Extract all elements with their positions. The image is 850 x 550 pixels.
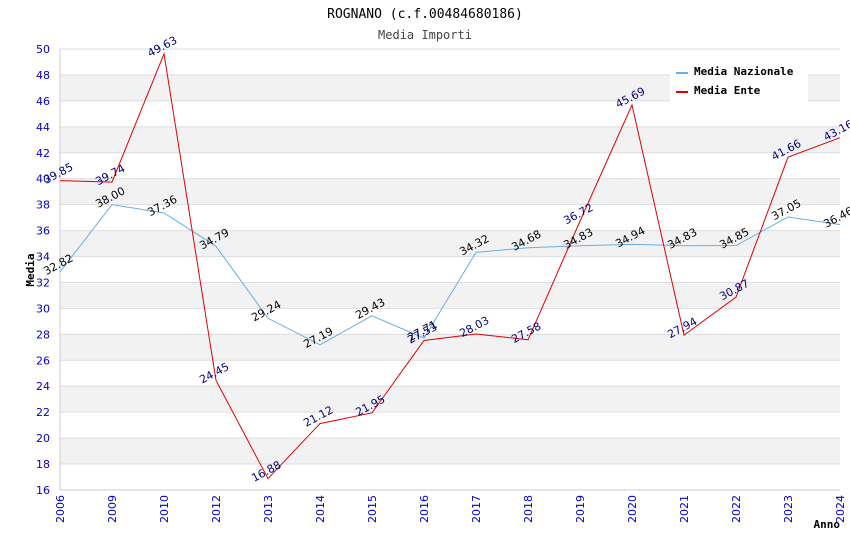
legend-label-nazionale: Media Nazionale	[694, 65, 794, 78]
grid-band	[60, 126, 840, 153]
legend-label-ente: Media Ente	[694, 84, 761, 97]
y-tick-label: 36	[36, 225, 50, 238]
x-tick-label: 2022	[730, 495, 743, 523]
y-tick-label: 32	[36, 276, 50, 289]
data-label-ente: 49.63	[145, 34, 179, 60]
grid-band	[60, 178, 840, 205]
x-tick-label: 2006	[54, 495, 67, 523]
x-tick-label: 2012	[210, 495, 223, 523]
y-tick-label: 16	[36, 484, 50, 497]
y-tick-label: 24	[36, 380, 50, 393]
chart-title: ROGNANO (c.f.00484680186)	[327, 7, 523, 22]
y-tick-label: 42	[36, 147, 50, 160]
y-tick-label: 46	[36, 95, 50, 108]
y-tick-label: 20	[36, 432, 50, 445]
series-line-ente	[59, 51, 841, 480]
y-tick-label: 22	[36, 406, 50, 419]
y-tick-label: 30	[36, 302, 50, 315]
x-tick-label: 2017	[470, 495, 483, 523]
grid-band	[60, 386, 840, 413]
grid-bands	[60, 74, 840, 465]
y-tick-label: 44	[36, 121, 50, 134]
y-tick-labels: 16 18 20 22 24 26 28 30 32 34 36 38 40 42 44 46 48 50	[36, 43, 50, 497]
y-tick-label: 48	[36, 69, 50, 82]
y-tick-label: 18	[36, 458, 50, 471]
grid-band	[60, 334, 840, 361]
x-tick-labels: 2006 2009 2010 2012 2013 2014 2015 2016 2017 2018…	[54, 495, 847, 523]
y-tick-label: 28	[36, 328, 50, 341]
y-tick-label: 38	[36, 199, 50, 212]
x-tick-label: 2014	[314, 495, 327, 523]
y-tick-label: 50	[36, 43, 50, 56]
y-tick-label: 26	[36, 354, 50, 367]
chart-subtitle: Media Importi	[378, 28, 472, 42]
x-tick-label: 2019	[574, 495, 587, 523]
y-tick-label: 40	[36, 173, 50, 186]
x-tick-label: 2013	[262, 495, 275, 523]
legend-box	[670, 60, 808, 102]
series-lines	[59, 51, 841, 480]
series-line-nazionale	[59, 204, 841, 346]
x-axis-title: Anno	[814, 518, 841, 531]
data-label-nazionale: 36.46	[821, 204, 850, 230]
data-label-ente: 24.45	[197, 360, 231, 386]
x-tick-label: 2020	[626, 495, 639, 523]
x-tick-label: 2023	[782, 495, 795, 523]
legend: Media Nazionale Media Ente	[670, 60, 808, 102]
horizontal-gridlines	[60, 48, 840, 491]
grid-band	[60, 438, 840, 465]
x-tick-label: 2016	[418, 495, 431, 523]
x-tick-label: 2015	[366, 495, 379, 523]
x-tick-label: 2021	[678, 495, 691, 523]
x-tick-label: 2010	[158, 495, 171, 523]
y-tick-label: 34	[36, 251, 50, 264]
x-tick-label: 2024	[834, 495, 847, 523]
x-tick-label: 2018	[522, 495, 535, 523]
y-axis-title: Media	[24, 253, 37, 286]
x-tick-label: 2009	[106, 495, 119, 523]
grid-band	[60, 230, 840, 257]
